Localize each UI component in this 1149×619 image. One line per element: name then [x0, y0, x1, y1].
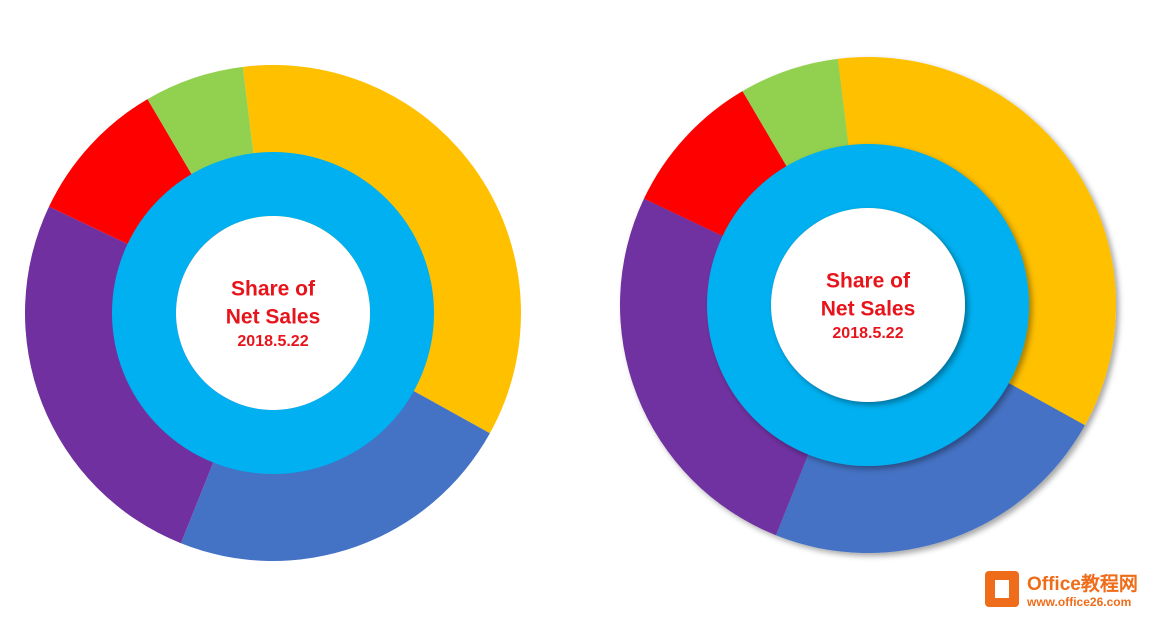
inner-ring	[707, 144, 1029, 466]
center-title: Share of	[826, 270, 911, 293]
ring-slice	[112, 152, 434, 474]
center-subtitle: 2018.5.22	[832, 325, 903, 342]
donut-chart: Share of Net Sales 2018.5.22	[620, 56, 1116, 553]
center-title: Share of	[231, 278, 316, 301]
logo-mark	[995, 580, 1009, 598]
center-title: Net Sales	[226, 306, 321, 329]
center-title: Net Sales	[821, 298, 916, 321]
watermark: Office教程网 www.office26.com	[985, 571, 1138, 609]
center-hole	[176, 216, 370, 410]
watermark-name: Office教程网	[1027, 572, 1138, 595]
ring-slice	[707, 144, 1029, 466]
donut-chart: Share of Net Sales 2018.5.22	[24, 65, 522, 561]
watermark-url: www.office26.com	[1026, 595, 1131, 609]
center-subtitle: 2018.5.22	[237, 333, 308, 350]
inner-ring	[112, 152, 434, 474]
center-hole	[771, 208, 965, 402]
